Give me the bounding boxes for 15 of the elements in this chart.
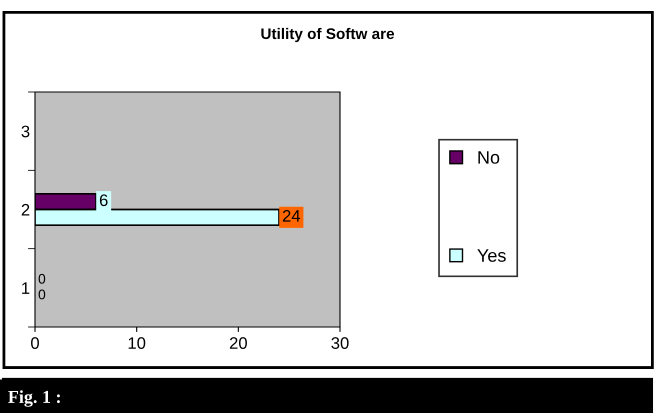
x-tick-label: 30: [331, 337, 349, 349]
caption: Fig. 1 :: [8, 390, 60, 407]
data-label: 0: [38, 274, 46, 284]
y-tick-label: 3: [22, 126, 30, 138]
y-tick-label: 1: [22, 282, 30, 294]
chart-title: Utility of Softw are: [261, 28, 394, 42]
x-tick-label: 10: [128, 337, 146, 349]
data-label: 24: [282, 210, 300, 222]
y-tick-label: 2: [22, 204, 30, 216]
x-tick-label: 20: [230, 337, 247, 349]
legend-label: Yes: [477, 249, 506, 262]
legend-label: No: [478, 151, 500, 164]
data-label: 0: [38, 290, 46, 300]
data-label: 6: [100, 194, 108, 206]
x-tick-label: 0: [31, 337, 39, 349]
